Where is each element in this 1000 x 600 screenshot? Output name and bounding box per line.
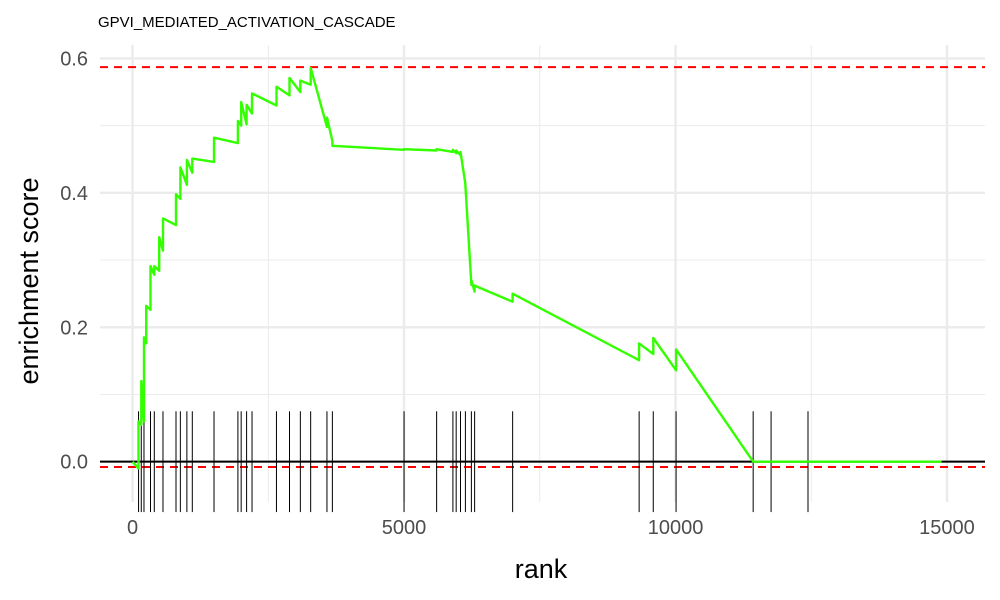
y-axis-title: enrichment score bbox=[14, 177, 44, 384]
y-tick-labels: 0.0 0.2 0.4 0.6 bbox=[60, 48, 88, 473]
y-tick-label: 0.0 bbox=[60, 452, 88, 474]
chart-title: GPVI_MEDIATED_ACTIVATION_CASCADE bbox=[98, 14, 396, 31]
grid bbox=[100, 45, 985, 502]
enrichment-curve bbox=[131, 66, 942, 470]
y-tick-label: 0.6 bbox=[60, 48, 88, 70]
x-axis-title: rank bbox=[515, 554, 568, 584]
x-tick-label: 0 bbox=[127, 517, 138, 539]
threshold-lines bbox=[100, 66, 985, 469]
x-tick-label: 10000 bbox=[648, 517, 704, 539]
running-score-curve bbox=[131, 66, 942, 470]
y-tick-label: 0.2 bbox=[60, 317, 88, 339]
y-tick-label: 0.4 bbox=[60, 183, 88, 205]
x-tick-label: 5000 bbox=[382, 517, 427, 539]
hit-marks bbox=[138, 411, 809, 513]
x-tick-labels: 0 5000 10000 15000 bbox=[127, 517, 975, 539]
x-tick-label: 15000 bbox=[919, 517, 975, 539]
